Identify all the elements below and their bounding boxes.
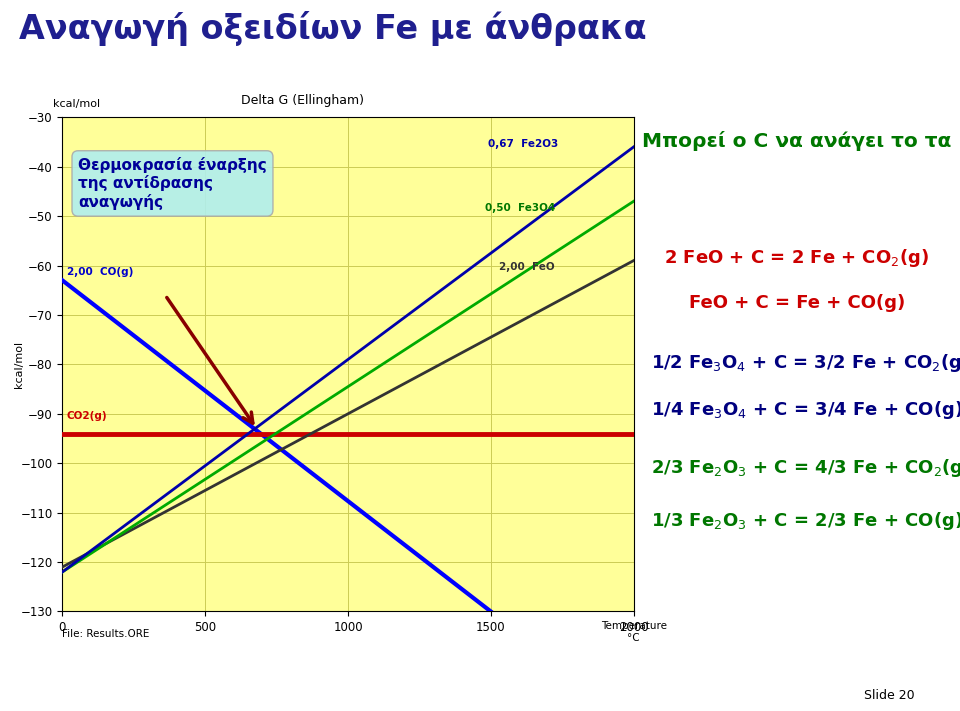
Text: 0,67  Fe2O3: 0,67 Fe2O3	[488, 139, 558, 149]
Text: CO2(g): CO2(g)	[66, 411, 108, 421]
Text: Θερμοκρασία έναρξης
της αντίδρασης
αναγωγής: Θερμοκρασία έναρξης της αντίδρασης αναγω…	[78, 157, 267, 210]
Text: 1/4 Fe$_3$O$_4$ + C = 3/4 Fe + CO(g): 1/4 Fe$_3$O$_4$ + C = 3/4 Fe + CO(g)	[651, 400, 960, 422]
Text: kcal/mol: kcal/mol	[14, 341, 24, 388]
Text: Temperature
°C: Temperature °C	[601, 621, 666, 643]
Text: Αναγωγή οξειδίων Fe με άνθρακα: Αναγωγή οξειδίων Fe με άνθρακα	[19, 11, 647, 46]
Text: kcal/mol: kcal/mol	[53, 99, 100, 109]
Text: 2,00  CO(g): 2,00 CO(g)	[66, 267, 133, 277]
Text: Delta G (Ellingham): Delta G (Ellingham)	[241, 94, 364, 107]
Text: Μπορεί ο C να ανάγει το τα: Μπορεί ο C να ανάγει το τα	[642, 131, 951, 151]
Text: FeO + C = Fe + CO(g): FeO + C = Fe + CO(g)	[688, 294, 905, 312]
Text: File: Results.ORE: File: Results.ORE	[62, 629, 150, 639]
Text: 2/3 Fe$_2$O$_3$ + C = 4/3 Fe + CO$_2$(g): 2/3 Fe$_2$O$_3$ + C = 4/3 Fe + CO$_2$(g)	[651, 457, 960, 479]
Text: 2,00  FeO: 2,00 FeO	[499, 262, 555, 272]
Text: 1/3 Fe$_2$O$_3$ + C = 2/3 Fe + CO(g): 1/3 Fe$_2$O$_3$ + C = 2/3 Fe + CO(g)	[651, 510, 960, 532]
Text: 1/2 Fe$_3$O$_4$ + C = 3/2 Fe + CO$_2$(g): 1/2 Fe$_3$O$_4$ + C = 3/2 Fe + CO$_2$(g)	[651, 352, 960, 374]
Text: Slide 20: Slide 20	[864, 690, 915, 702]
Text: 0,50  Fe3O4: 0,50 Fe3O4	[485, 203, 555, 213]
Text: 2 FeO + C = 2 Fe + CO$_2$(g): 2 FeO + C = 2 Fe + CO$_2$(g)	[664, 247, 929, 269]
